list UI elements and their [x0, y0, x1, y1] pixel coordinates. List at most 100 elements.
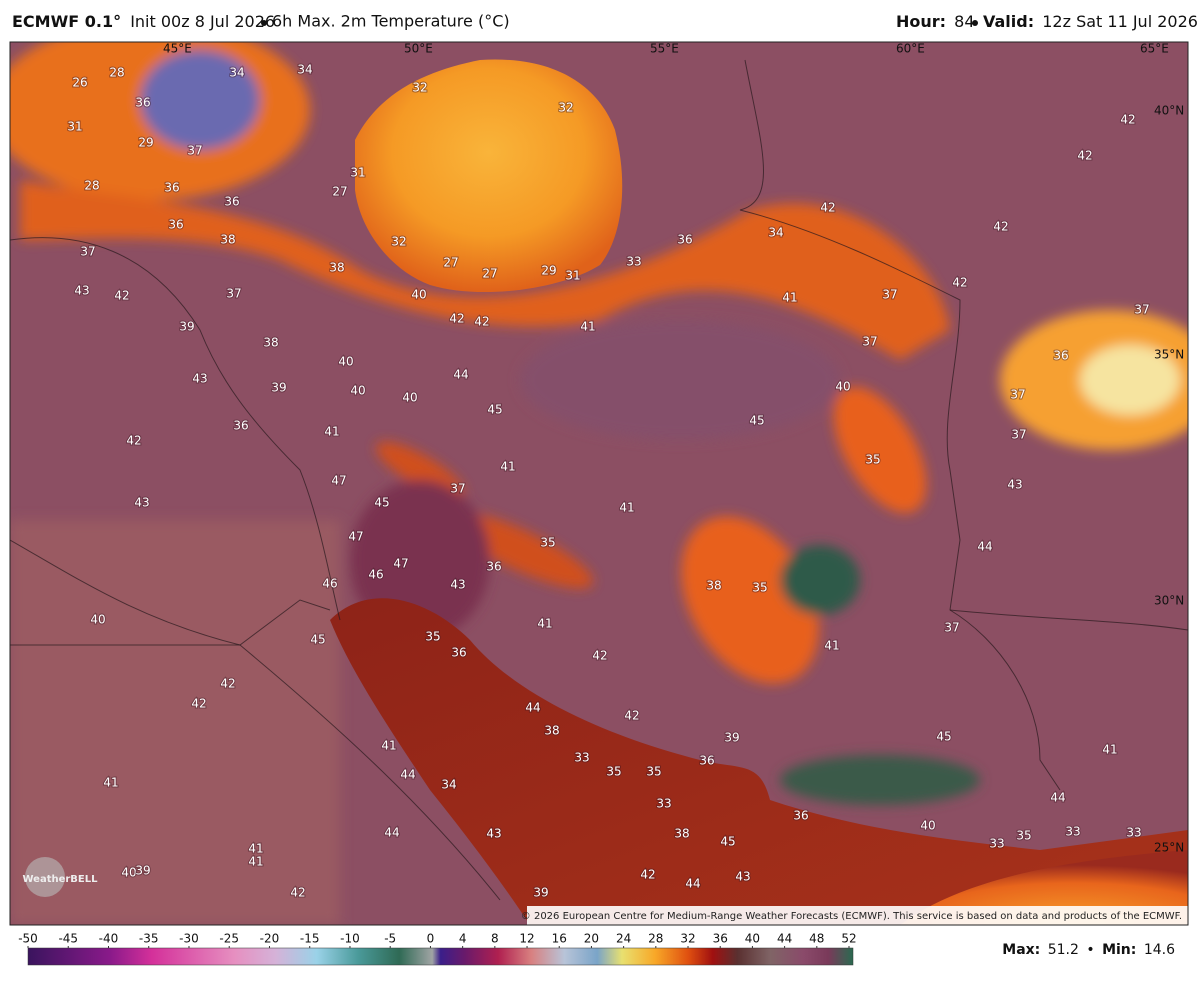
temperature-label: 34: [768, 226, 783, 240]
temperature-label: 40: [920, 819, 935, 833]
init-time: Init 00z 8 Jul 2026: [130, 12, 275, 31]
temperature-label: 35: [606, 765, 621, 779]
temperature-label: 43: [486, 827, 501, 841]
temperature-label: 32: [558, 101, 573, 115]
temperature-label: 37: [80, 245, 95, 259]
temperature-label: 45: [749, 414, 764, 428]
hour-info: Hour: 84: [896, 12, 975, 31]
temperature-label: 35: [540, 536, 555, 550]
copyright-box: [527, 906, 1188, 925]
colorbar-tick-label: -45: [58, 932, 78, 946]
colorbar-tick-label: 12: [519, 932, 534, 946]
temperature-label: 39: [135, 864, 150, 878]
temperature-label: 42: [820, 201, 835, 215]
temperature-labels: 34 34 26 28 36 32 32 31 29 37 31 36 28 36 27 36 38 32 37 38…: [66, 62, 1150, 901]
longitude-label: 55°E: [650, 42, 679, 56]
temperature-label: 36: [451, 646, 466, 660]
temperature-label: 38: [220, 233, 235, 247]
temperature-label: 38: [706, 579, 721, 593]
temperature-label: 28: [84, 179, 99, 193]
temperature-label: 41: [1102, 743, 1117, 757]
temperature-label: 43: [192, 372, 207, 386]
valid-label: Valid:: [983, 12, 1034, 31]
model-title: ECMWF 0.1°: [12, 12, 121, 31]
colorbar-tick-label: -35: [139, 932, 159, 946]
separator: •: [1086, 942, 1094, 958]
colorbar-tick-label: -25: [219, 932, 239, 946]
temperature-label: 41: [824, 639, 839, 653]
separator: [972, 20, 978, 26]
temperature-label: 42: [624, 709, 639, 723]
min-label: Min:: [1102, 942, 1136, 958]
temperature-label: 37: [882, 288, 897, 302]
temperature-label: 27: [482, 267, 497, 281]
temperature-label: 35: [425, 630, 440, 644]
temperature-label: 36: [135, 96, 150, 110]
colorbar-tick-label: -20: [260, 932, 280, 946]
temperature-label: 41: [500, 460, 515, 474]
border: [949, 609, 1188, 631]
temperature-label: 34: [297, 63, 312, 77]
temperature-label: 34: [441, 778, 456, 792]
latitude-label: 30°N: [1154, 594, 1184, 608]
border: [739, 59, 1061, 791]
temperature-label: 41: [537, 617, 552, 631]
temperature-label: 31: [67, 120, 82, 134]
temperature-label: 42: [1120, 113, 1135, 127]
temperature-label: 40: [402, 391, 417, 405]
temperature-label: 46: [322, 577, 337, 591]
temperature-label: 32: [412, 81, 427, 95]
temperature-label: 36: [793, 809, 808, 823]
temperature-label: 27: [443, 256, 458, 270]
temperature-label: 42: [220, 677, 235, 691]
temperature-label: 32: [391, 235, 406, 249]
temperature-label: 39: [271, 381, 286, 395]
colorbar-tick-label: 24: [616, 932, 631, 946]
temperature-label: 40: [338, 355, 353, 369]
temperature-label: 43: [450, 578, 465, 592]
border: [10, 599, 331, 646]
product-name: 6h Max. 2m Temperature (°C): [272, 12, 510, 31]
temperature-label: 36: [233, 419, 248, 433]
temperature-label: 47: [331, 474, 346, 488]
border: [10, 539, 501, 901]
temperature-label: 41: [324, 425, 339, 439]
graticule-labels: 45°E 50°E 55°E 60°E 65°E 40°N 35°N 30°N 25°N: [163, 42, 1184, 855]
temperature-label: 41: [103, 776, 118, 790]
colorbar-tick-label: 32: [680, 932, 695, 946]
temperature-label: 44: [525, 701, 540, 715]
temperature-label: 33: [1065, 825, 1080, 839]
temperature-label: 37: [1010, 388, 1025, 402]
temperature-label: 36: [486, 560, 501, 574]
temperature-label: 36: [1053, 349, 1068, 363]
border: [10, 237, 341, 621]
temperature-label: 41: [619, 501, 634, 515]
temperature-label: 35: [1016, 829, 1031, 843]
temperature-label: 33: [626, 255, 641, 269]
temperature-label: 31: [565, 269, 580, 283]
copyright: © 2026 European Centre for Medium-Range …: [521, 911, 1182, 922]
temperature-label: 33: [989, 837, 1004, 851]
temperature-label: 44: [453, 368, 468, 382]
colorbar-tick-label: -50: [18, 932, 38, 946]
colorbar-tick-label: -40: [99, 932, 119, 946]
colorbar: [27, 947, 854, 966]
temperature-label: 35: [865, 453, 880, 467]
colorbar-tick-label: 28: [648, 932, 663, 946]
temperature-label: 43: [735, 870, 750, 884]
temperature-label: 42: [952, 276, 967, 290]
temperature-label: 36: [677, 233, 692, 247]
temperature-label: 45: [487, 403, 502, 417]
temperature-label: 43: [134, 496, 149, 510]
temperature-label: 33: [656, 797, 671, 811]
valid-info: Valid: 12z Sat 11 Jul 2026: [983, 12, 1198, 31]
longitude-label: 65°E: [1140, 42, 1169, 56]
temperature-label: 29: [541, 264, 556, 278]
separator: [261, 20, 267, 26]
temperature-label: 40: [350, 384, 365, 398]
persian-gulf: [330, 598, 1188, 925]
temperature-label: 38: [329, 261, 344, 275]
temperature-label: 39: [724, 731, 739, 745]
temperature-label: 42: [114, 289, 129, 303]
